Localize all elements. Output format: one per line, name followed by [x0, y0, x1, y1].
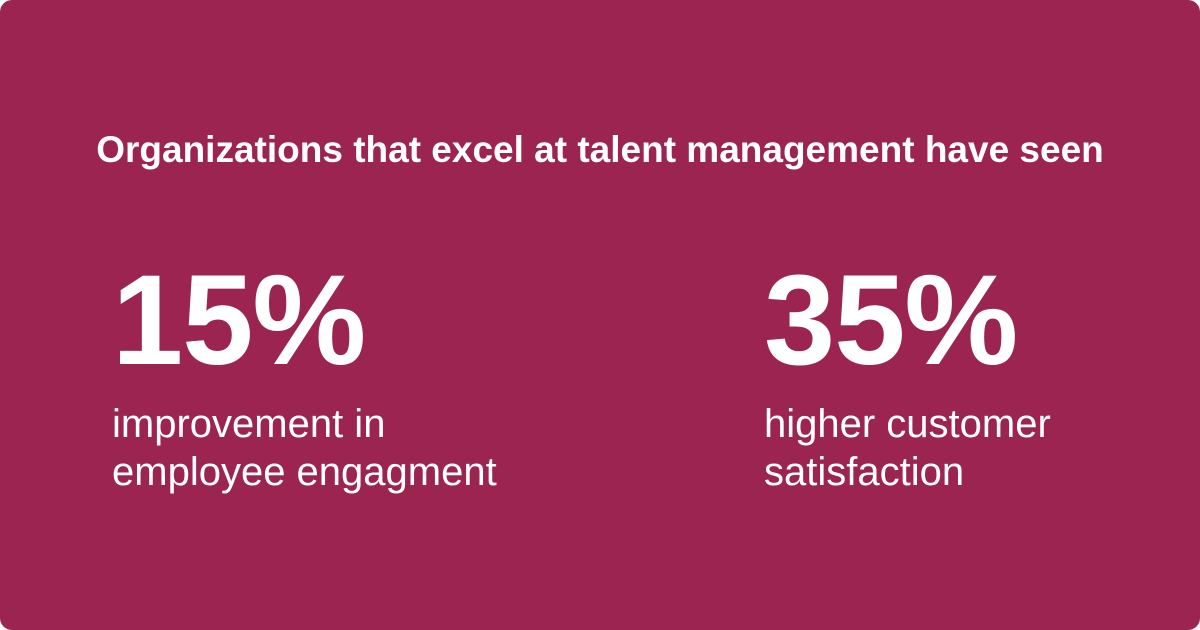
stat-caption: higher customer satisfaction [764, 400, 1200, 496]
stat-caption-line: improvement in [112, 402, 386, 446]
stat-satisfaction: 35% higher customer satisfaction [764, 246, 1200, 496]
stat-caption-line: higher customer [764, 402, 1051, 446]
stat-caption-line: satisfaction [764, 450, 965, 494]
stat-caption-line: employee engagment [112, 450, 497, 494]
stat-value: 35% [764, 249, 1018, 392]
stat-caption: improvement in employee engagment [112, 400, 592, 496]
stat-engagement: 15% improvement in employee engagment [112, 246, 592, 496]
stat-value: 15% [112, 249, 366, 392]
headline: Organizations that excel at talent manag… [96, 129, 1104, 170]
